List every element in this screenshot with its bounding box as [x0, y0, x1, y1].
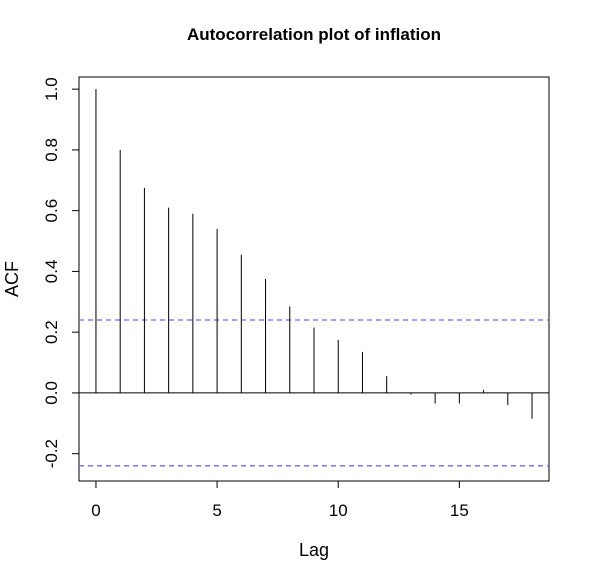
y-tick-label: -0.2 [42, 439, 61, 468]
x-axis-label: Lag [299, 540, 329, 560]
chart-title: Autocorrelation plot of inflation [187, 25, 441, 44]
y-tick-label: 0.2 [42, 320, 61, 344]
x-tick-label: 15 [450, 501, 469, 520]
plot-marks [79, 89, 549, 466]
y-axis: -0.2 0.0 0.2 0.4 0.6 0.8 1.0 [42, 77, 79, 468]
y-axis-label: ACF [2, 261, 22, 297]
x-tick-label: 0 [91, 501, 100, 520]
x-tick-label: 5 [212, 501, 221, 520]
y-tick-label: 0.8 [42, 138, 61, 162]
x-tick-label: 10 [329, 501, 348, 520]
y-tick-label: 0.0 [42, 381, 61, 405]
x-axis: 0 5 10 15 [91, 481, 469, 520]
y-tick-label: 1.0 [42, 77, 61, 101]
y-tick-label: 0.4 [42, 260, 61, 284]
plot-frame [79, 77, 549, 481]
y-tick-label: 0.6 [42, 199, 61, 223]
